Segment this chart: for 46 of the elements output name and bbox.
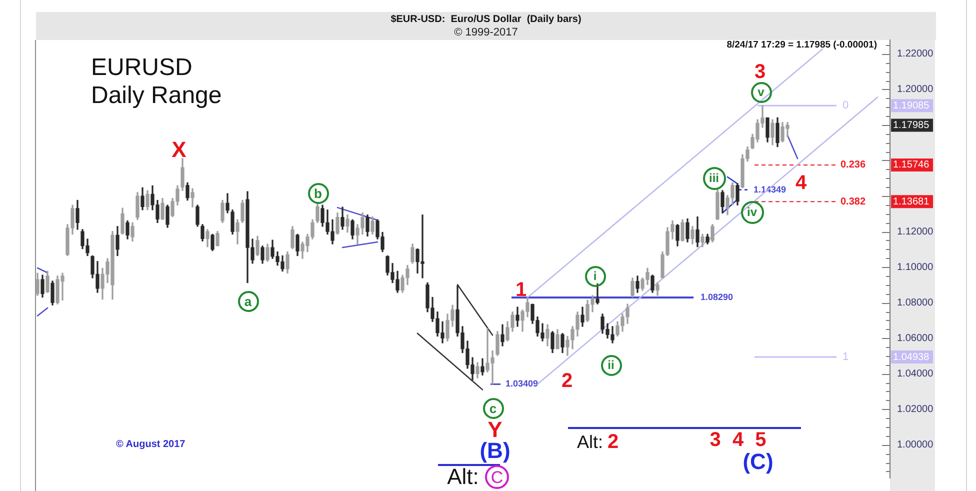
text: 1.19085 xyxy=(893,100,930,112)
annotation: 4 xyxy=(795,172,807,194)
text: EURUSD xyxy=(91,54,192,81)
annotation: 0.236 xyxy=(840,160,866,171)
y-tick-label: 1.22000 xyxy=(897,48,934,60)
annotation: iv xyxy=(740,200,764,224)
text: 1.04938 xyxy=(893,352,930,363)
y-tick-label: 1.00000 xyxy=(897,440,934,451)
annotation: 8/24/17 17:29 = 1.17985 (-0.00001) xyxy=(726,39,877,50)
annotation: 2 xyxy=(607,431,619,453)
text: 1.17985 xyxy=(893,120,930,131)
annotation: 3 xyxy=(754,61,766,83)
y-tick-label: 1.10000 xyxy=(897,262,934,273)
annotation: iii xyxy=(702,166,726,190)
ref-line-label: 1.03409 xyxy=(506,378,538,389)
y-tick-label: 1.20000 xyxy=(897,84,934,96)
annotation: ii xyxy=(600,354,622,376)
annotation: Alt: xyxy=(576,432,604,452)
annotation: Alt: xyxy=(447,464,479,489)
text: $EUR-USD: Euro/US Dollar (Daily bars) xyxy=(390,14,582,25)
annotation: b xyxy=(308,182,328,204)
annotation: 3 4 5 xyxy=(710,429,766,451)
annotation: 1 xyxy=(515,279,527,301)
text: Daily Range xyxy=(91,82,222,109)
y-tick-label: 1.02000 xyxy=(897,404,934,415)
annotation: (C) xyxy=(742,449,774,474)
y-tick-label: 1.12000 xyxy=(897,226,934,238)
annotation: a xyxy=(238,290,258,312)
annotation: 2 xyxy=(561,370,573,392)
annotation: 1 xyxy=(842,351,849,364)
annotation: c xyxy=(482,398,504,418)
annotation: 0.382 xyxy=(840,196,866,208)
text: © 1999-2017 xyxy=(454,26,518,38)
y-tick-label: 1.06000 xyxy=(897,332,934,344)
annotation: C xyxy=(485,465,509,489)
annotation: v xyxy=(750,82,772,102)
annotation: 0 xyxy=(842,100,849,112)
annotation: © August 2017 xyxy=(116,439,186,450)
annotation: X xyxy=(172,137,186,162)
text: 1.13681 xyxy=(893,196,930,208)
y-tick-label: 1.04000 xyxy=(897,368,934,380)
annotation: i xyxy=(584,266,606,286)
y-tick-label: 1.08000 xyxy=(897,297,934,308)
text: 1.15746 xyxy=(893,160,930,171)
ref-line-label: 1.08290 xyxy=(700,292,734,302)
ref-line-label: 1.14349 xyxy=(754,184,786,194)
